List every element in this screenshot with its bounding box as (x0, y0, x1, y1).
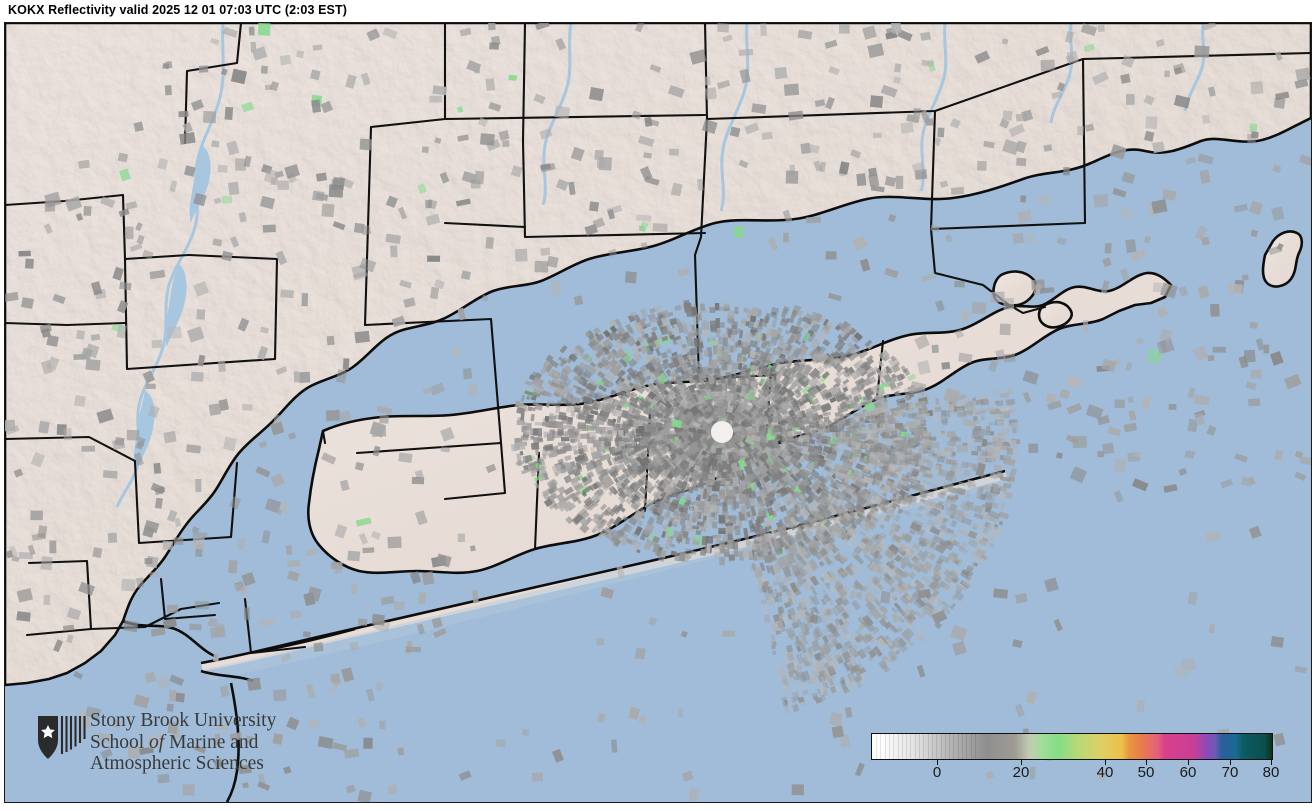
colorbar-tick-label: 20 (1012, 764, 1030, 781)
colorbar-step-line (962, 734, 963, 759)
colorbar-tick (937, 760, 938, 765)
radar-map-canvas[interactable] (5, 23, 1311, 802)
colorbar-tick (1271, 760, 1272, 765)
logo-line-2-a: School (90, 731, 150, 753)
colorbar-step-line (884, 734, 886, 759)
colorbar-gradient (872, 734, 1272, 759)
colorbar-tick-label: 40 (1096, 764, 1114, 781)
colorbar-step-line (923, 734, 925, 759)
sbu-logo: Stony Brook University School of Marine … (36, 710, 336, 796)
logo-line-2: School of Marine and (90, 732, 340, 754)
colorbar-step-line (970, 734, 972, 759)
colorbar-step-line (901, 734, 903, 759)
colorbar-tick (1146, 760, 1147, 765)
colorbar-tick (1021, 760, 1022, 765)
reflectivity-colorbar[interactable]: 0 20 40 50 60 70 80 (871, 733, 1279, 781)
colorbar-tick-label: 50 (1137, 764, 1155, 781)
colorbar-tick-label: 70 (1221, 764, 1239, 781)
colorbar-step-line (888, 734, 890, 759)
colorbar-tick-label: 80 (1262, 764, 1280, 781)
logo-line-2-b: Marine and (164, 731, 259, 753)
colorbar-step-line (936, 734, 938, 759)
colorbar-tick (1230, 760, 1231, 765)
colorbar-step-line (949, 734, 951, 759)
colorbar-step-line (880, 734, 882, 759)
logo-line-3: Atmospheric Sciences (90, 753, 264, 774)
radar-map-panel[interactable] (4, 22, 1312, 803)
colorbar-step-line (919, 734, 920, 759)
radar-cone-of-silence (711, 421, 733, 443)
colorbar-step-line (931, 734, 933, 759)
sbu-logo-text: Stony Brook University School of Marine … (90, 710, 340, 775)
logo-line-2-em: of (149, 731, 165, 753)
colorbar-step-line (910, 734, 912, 759)
colorbar-swatch (871, 733, 1273, 760)
page-title: KOKX Reflectivity valid 2025 12 01 07:03… (8, 3, 347, 17)
shield-with-star-and-rays-icon (38, 716, 86, 759)
colorbar-step-line (893, 734, 895, 759)
colorbar-tick-label: 0 (932, 764, 942, 781)
colorbar-step-line (914, 734, 916, 759)
colorbar-step-line (897, 734, 899, 759)
title-bar: KOKX Reflectivity valid 2025 12 01 07:03… (0, 0, 1316, 22)
colorbar-tick-label: 60 (1179, 764, 1197, 781)
colorbar-step-line (906, 734, 908, 759)
colorbar-step-line (944, 734, 946, 759)
colorbar-step-line (876, 734, 877, 759)
colorbar-step-line (953, 734, 955, 759)
colorbar-tick (1105, 760, 1106, 765)
colorbar-step-line (940, 734, 942, 759)
colorbar-step-line (966, 734, 968, 759)
colorbar-step-line (927, 734, 929, 759)
logo-line-1: Stony Brook University (90, 710, 277, 731)
colorbar-tick (1188, 760, 1189, 765)
colorbar-step-line (957, 734, 959, 759)
colorbar-step-line (974, 734, 976, 759)
